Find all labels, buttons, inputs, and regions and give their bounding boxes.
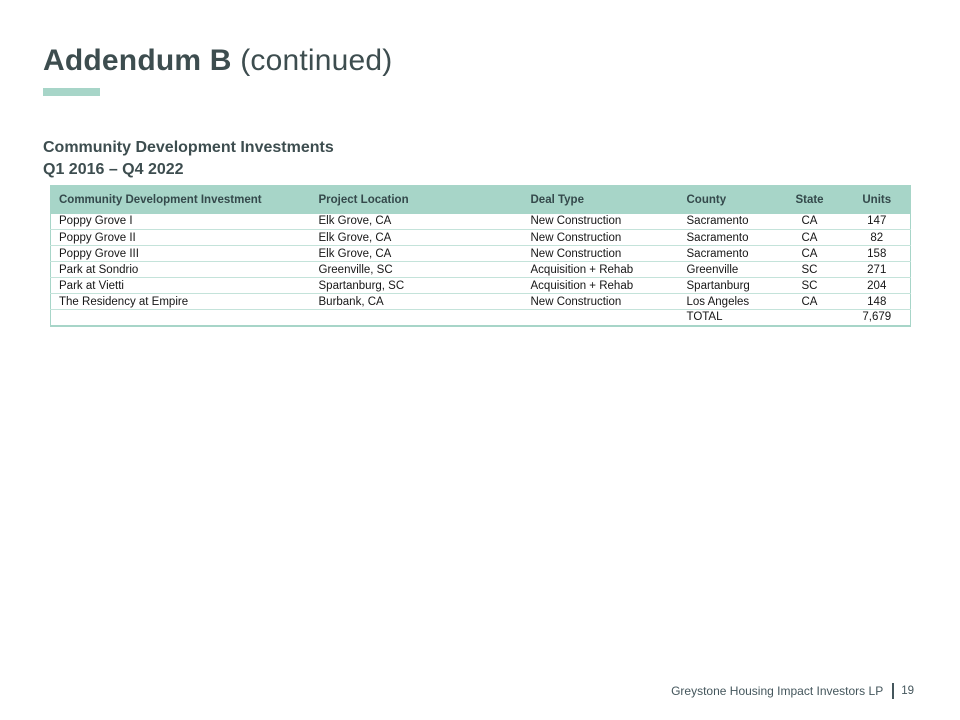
table-cell: Poppy Grove II [50,229,311,246]
column-header-project-location: Project Location [310,185,523,214]
footer-company-name: Greystone Housing Impact Investors LP [671,684,884,698]
table-cell: Acquisition + Rehab [522,261,679,278]
table-cell: New Construction [522,245,679,262]
page-title-bold: Addendum B [43,44,232,77]
table-cell: Park at Sondrio [50,261,311,278]
column-header-investment: Community Development Investment [50,185,311,214]
table-total-row: TOTAL 7,679 [51,310,911,326]
table-cell [776,310,844,326]
table-cell: The Residency at Empire [50,293,311,310]
table-cell: CA [775,229,844,246]
footer-page-number: 19 [901,685,914,697]
table-cell: Poppy Grove I [50,213,311,230]
table-cell: 271 [843,261,911,278]
table-cell: Burbank, CA [310,293,523,310]
table-cell: 148 [843,293,911,310]
table-row: Poppy Grove I Elk Grove, CA New Constructi… [50,213,911,230]
table-cell: Elk Grove, CA [310,245,523,262]
column-header-county: County [678,185,776,214]
column-header-state: State [775,185,844,214]
table-header-row: Community Development Investment Project… [50,185,911,214]
table-row: Park at Vietti Spartanburg, SC Acquisition… [50,277,911,294]
table-cell: Poppy Grove III [50,245,311,262]
table-cell: CA [775,293,844,310]
table-cell: Spartanburg [678,277,776,294]
table-row: Park at Sondrio Greenville, SC Acquisition… [50,261,911,278]
table-cell: TOTAL [686,311,723,324]
table-cell: 158 [843,245,911,262]
column-header-deal-type: Deal Type [522,185,679,214]
table-cell: CA [775,245,844,262]
table-cell: Sacramento [678,245,776,262]
table-cell: Los Angeles [678,293,776,310]
table-cell: Park at Vietti [50,277,311,294]
table-row: The Residency at Empire Burbank, CA New Co… [50,293,911,310]
table-cell: Greenville [678,261,776,278]
subtitle-line-2: Q1 2016 – Q4 2022 [43,160,184,178]
footer-divider [892,683,895,699]
table-cell [523,310,679,326]
table-cell: Greenville, SC [310,261,523,278]
column-header-units: Units [843,185,911,214]
table-row: Poppy Grove II Elk Grove, CA New Construct… [50,229,911,246]
table-cell: SC [775,277,844,294]
table-cell: Acquisition + Rehab [522,277,679,294]
page-title: Addendum B (continued) [43,44,392,78]
table-cell: Sacramento [678,229,776,246]
table-cell: New Construction [522,213,679,230]
table-cell: Elk Grove, CA [310,229,523,246]
table-cell: New Construction [522,293,679,310]
table-cell: Sacramento [678,213,776,230]
title-accent-bar [43,88,100,96]
table-cell: CA [775,213,844,230]
table-cell [311,310,523,326]
table-cell: 7,679 [862,311,892,324]
section-subtitle: Community Development Investments Q1 201… [43,137,334,180]
table-cell: New Construction [522,229,679,246]
table-cell: 204 [843,277,911,294]
page-title-continued: (continued) [231,44,393,77]
table-cell: 82 [843,229,911,246]
subtitle-line-1: Community Development Investments [43,139,334,156]
table-cell: 147 [843,213,911,230]
table-cell: SC [775,261,844,278]
investments-table: Community Development Investment Project… [50,185,911,327]
table-row: Poppy Grove III Elk Grove, CA New Construc… [50,245,911,262]
slide-footer: Greystone Housing Impact Investors LP 19 [671,683,914,699]
table-cell: Spartanburg, SC [310,277,523,294]
investments-table-container: Community Development Investment Project… [50,185,911,327]
table-cell [51,310,311,326]
table-cell: Elk Grove, CA [310,213,523,230]
